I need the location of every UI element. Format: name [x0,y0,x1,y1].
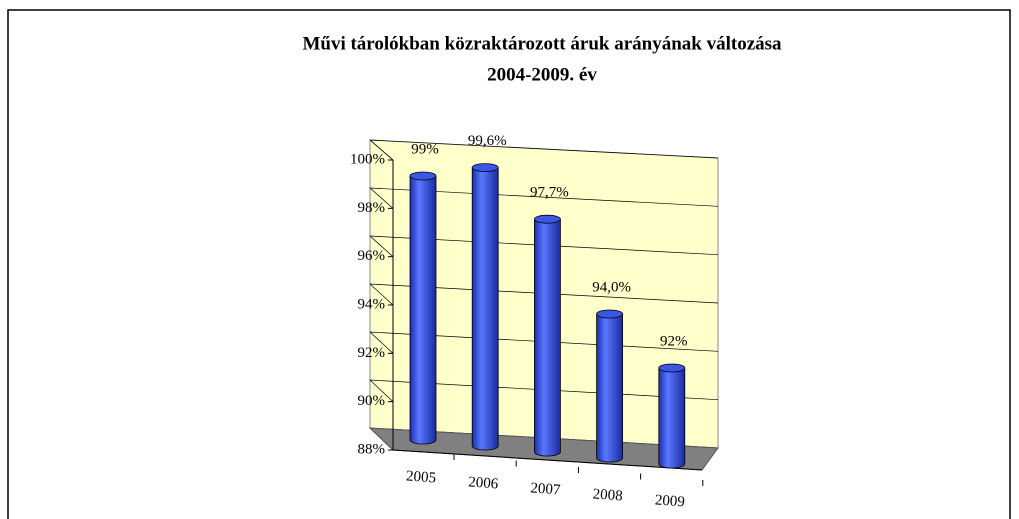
value-label: 97,7% [530,185,569,201]
chart-subtitle: 2004-2009. év [487,64,597,85]
bar [658,367,686,469]
value-label: 99% [411,141,439,157]
x-tick-label: 2007 [530,480,562,498]
chart-title: Művi tárolókban közraktározott áruk arán… [302,33,782,54]
y-tick-label: 92% [358,345,386,361]
y-tick-label: 98% [358,200,386,216]
grid-line [369,187,394,209]
grid-line [369,139,719,159]
bar-top [596,309,623,319]
y-tick-label: 100% [350,151,385,167]
x-tick-label: 2008 [592,486,623,504]
bar [596,313,623,463]
value-label: 99,6% [468,133,507,149]
x-tick-label: 2005 [406,468,437,486]
value-label: 94,0% [592,279,631,295]
y-tick-label: 94% [358,296,386,312]
bar [471,167,499,451]
grid-line [369,283,394,306]
grid-line [369,139,394,161]
grid-line [369,331,394,354]
y-tick-label: 90% [358,393,386,409]
bar-top [658,363,686,373]
x-tick-label: 2009 [654,492,685,510]
bar-top [471,163,499,173]
x-axis [392,449,703,471]
bar-top [409,171,437,181]
grid-line [369,379,394,402]
value-label: 92% [660,333,688,349]
y-tick-label: 96% [358,248,386,264]
x-tick-label: 2006 [468,474,500,492]
bar [534,218,561,457]
bar-top [534,214,561,224]
grid-line [369,235,394,257]
y-tick-label: 88% [358,441,386,457]
bar [409,175,437,445]
